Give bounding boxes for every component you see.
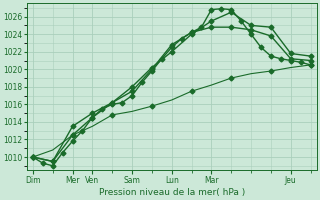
X-axis label: Pression niveau de la mer( hPa ): Pression niveau de la mer( hPa ) [99,188,245,197]
